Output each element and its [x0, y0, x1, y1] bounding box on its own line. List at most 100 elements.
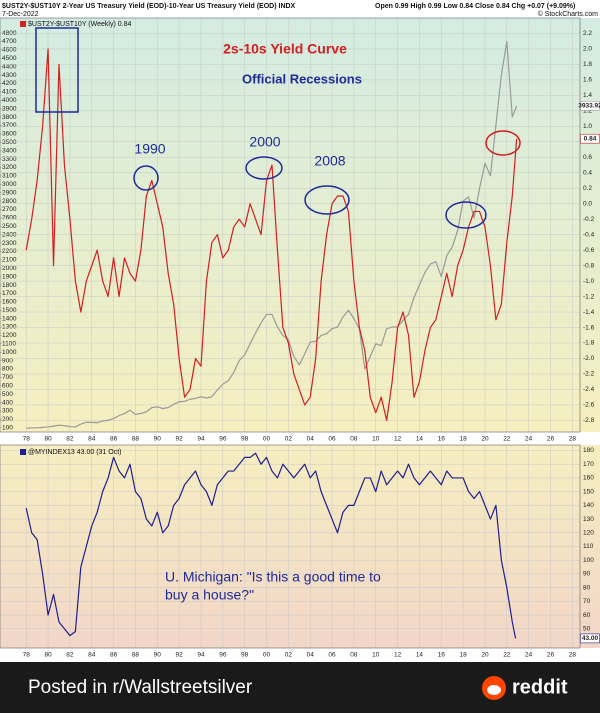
annotation: 2008: [314, 153, 345, 169]
frame: [0, 444, 581, 649]
y-tick-label: 4500: [2, 55, 17, 62]
annotation: 2000: [249, 134, 280, 150]
y-tick-label: 3900: [2, 105, 17, 112]
y-tick-label: 3800: [2, 114, 17, 121]
y-tick-label: 4400: [2, 63, 17, 70]
x-tick-label: 98: [241, 436, 249, 443]
legend-label: @MYINDEX13 43.00 (31 Oct): [28, 449, 121, 456]
x-tick-label: 88: [132, 436, 140, 443]
y-tick-label: 3000: [2, 181, 17, 188]
y-tick-label: 2900: [2, 189, 17, 196]
y-tick-label: 100: [583, 557, 594, 564]
x-tick-label: 96: [219, 652, 227, 659]
y2-tick-label: -1.2: [583, 293, 595, 300]
y2-tick-label: -0.4: [583, 231, 595, 238]
y-tick-label: 600: [2, 383, 13, 390]
footer-text: Posted in r/Wallstreetsilver: [28, 677, 253, 698]
highlight-ellipse: [133, 165, 159, 191]
x-tick-label: 78: [23, 652, 31, 659]
y2-tick-label: -2.8: [583, 417, 595, 424]
highlight-ellipse: [485, 130, 521, 156]
y-tick-label: 3200: [2, 164, 17, 171]
y-tick-label: 4600: [2, 47, 17, 54]
x-tick-label: 04: [307, 436, 315, 443]
end-label: 0.84: [584, 135, 597, 142]
x-tick-label: 06: [328, 436, 336, 443]
reddit-logo-face: [487, 685, 501, 695]
highlight-ellipse: [304, 185, 350, 215]
y-tick-label: 800: [2, 366, 13, 373]
y-tick-label: 1100: [2, 341, 16, 348]
y-tick-label: 500: [2, 391, 13, 398]
x-tick-label: 86: [110, 436, 118, 443]
x-tick-label: 06: [328, 652, 336, 659]
annotations: $UST2Y-$UST10Y 2-Year US Treasury Yield …: [0, 3, 600, 713]
y-tick-label: 3700: [2, 122, 17, 129]
y-tick-label: 2300: [2, 240, 17, 247]
x-tick-label: 92: [176, 652, 184, 659]
y2-tick-label: 0.0: [583, 200, 592, 207]
y-tick-label: 1600: [2, 299, 17, 306]
y2-tick-label: -0.6: [583, 247, 595, 254]
y-tick-label: 130: [583, 516, 594, 523]
y2-tick-label: 0.4: [583, 169, 592, 176]
x-tick-label: 94: [197, 652, 205, 659]
x-tick-label: 28: [569, 436, 577, 443]
x-tick-label: 12: [394, 436, 402, 443]
x-tick-label: 90: [154, 436, 162, 443]
legend-swatch: [20, 21, 26, 27]
x-tick-label: 16: [438, 652, 446, 659]
legend-label: $UST2Y-$UST10Y (Weekly) 0.84: [28, 21, 131, 28]
x-tick-label: 92: [176, 436, 184, 443]
y-tick-label: 3300: [2, 156, 17, 163]
x-tick-label: 82: [66, 436, 74, 443]
y-tick-label: 1000: [2, 349, 17, 356]
header-title: $UST2Y-$UST10Y 2-Year US Treasury Yield …: [2, 3, 296, 10]
y2-tick-label: 2.0: [583, 46, 592, 53]
end-label: 3933.92: [578, 103, 600, 110]
x-tick-label: 14: [416, 436, 424, 443]
y-tick-label: 3100: [2, 173, 17, 180]
y-tick-label: 2000: [2, 265, 17, 272]
y2-tick-label: -2.4: [583, 386, 595, 393]
y-tick-label: 2500: [2, 223, 17, 230]
y2-tick-label: 1.8: [583, 61, 592, 68]
y-tick-label: 140: [583, 502, 594, 509]
y-tick-label: 4300: [2, 72, 17, 79]
end-label: 43.00: [582, 635, 599, 642]
highlight-ellipse: [445, 201, 487, 229]
y-tick-label: 1200: [2, 332, 17, 339]
y-tick-label: 160: [583, 475, 594, 482]
header-source: © StockCharts.com: [538, 10, 599, 18]
x-tick-label: 80: [44, 652, 52, 659]
x-tick-label: 02: [285, 436, 293, 443]
y-tick-label: 2600: [2, 215, 17, 222]
plot-bottom: 78 80 82 84 86 88 90 92 94 96 98 00 02 04 06 08 10 12 14 16…: [0, 445, 600, 659]
y2-tick-label: -1.4: [583, 309, 595, 316]
x-tick-label: 98: [241, 652, 249, 659]
x-tick-label: 88: [132, 652, 140, 659]
y-tick-label: 100: [2, 425, 13, 432]
y2-tick-label: -1.8: [583, 340, 595, 347]
footer-brand: reddit: [512, 676, 568, 698]
x-tick-label: 90: [154, 652, 162, 659]
series-line: [26, 40, 518, 429]
y-tick-label: 150: [583, 488, 594, 495]
y-tick-label: 170: [583, 461, 594, 468]
x-tick-label: 08: [350, 436, 358, 443]
x-tick-label: 86: [110, 652, 118, 659]
y-tick-label: 3500: [2, 139, 17, 146]
y2-tick-label: 1.6: [583, 77, 592, 84]
x-tick-label: 18: [460, 652, 468, 659]
y2-tick-label: 1.0: [583, 123, 592, 130]
y-tick-label: 80: [583, 584, 591, 591]
x-tick-label: 18: [460, 436, 468, 443]
y2-tick-label: 2.2: [583, 30, 592, 37]
y2-tick-label: 0.6: [583, 154, 592, 161]
y-tick-label: 3600: [2, 131, 17, 138]
x-tick-label: 22: [503, 652, 511, 659]
y-tick-label: 4700: [2, 38, 17, 45]
frame: [0, 17, 581, 433]
y-tick-label: 400: [2, 399, 13, 406]
